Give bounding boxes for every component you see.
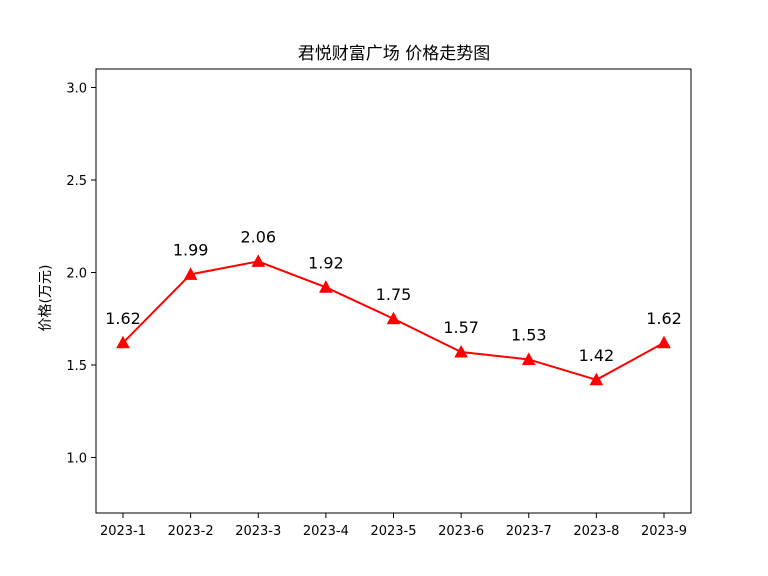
y-axis: 1.0 1.5 2.0 2.5 3.0	[66, 82, 96, 467]
x-tick-label: 2023-1	[100, 524, 146, 539]
data-point-marker	[251, 254, 266, 267]
data-label: 1.57	[443, 318, 479, 337]
y-tick-label: 1.5	[66, 359, 87, 374]
data-label: 2.06	[240, 227, 276, 246]
data-point-marker	[521, 352, 536, 365]
y-axis-label: 价格(万元)	[38, 265, 54, 332]
data-point-marker	[589, 372, 604, 386]
data-point-marker	[657, 335, 671, 349]
y-tick-label: 2.5	[66, 174, 87, 189]
y-tick-label: 1.0	[66, 452, 87, 467]
y-tick-label: 3.0	[66, 82, 87, 97]
data-label: 1.42	[579, 346, 615, 365]
data-point-marker	[319, 280, 333, 293]
x-tick-label: 2023-2	[168, 524, 214, 539]
data-label: 1.53	[511, 325, 547, 344]
data-point-marker	[183, 267, 198, 280]
data-label: 1.62	[646, 309, 682, 328]
x-tick-label: 2023-5	[370, 524, 416, 539]
data-label: 1.99	[173, 240, 209, 259]
data-point-marker	[116, 335, 130, 349]
x-tick-label: 2023-6	[438, 524, 484, 539]
data-label: 1.92	[308, 253, 344, 272]
data-labels: 1.62 1.99 2.06 1.92 1.75 1.57 1.53 1.42 1.62	[105, 227, 682, 364]
x-tick-label: 2023-9	[641, 524, 687, 539]
x-tick-label: 2023-8	[573, 524, 619, 539]
data-label: 1.75	[376, 285, 412, 304]
x-tick-label: 2023-4	[303, 524, 349, 539]
data-label: 1.62	[105, 309, 141, 328]
x-tick-label: 2023-7	[506, 524, 552, 539]
chart-title: 君悦财富广场 价格走势图	[298, 44, 490, 64]
data-point-marker	[454, 345, 468, 358]
x-tick-label: 2023-3	[235, 524, 281, 539]
series-layer	[116, 254, 671, 386]
y-tick-label: 2.0	[66, 267, 87, 282]
data-point-marker	[386, 311, 401, 325]
x-axis: 2023-1 2023-2 2023-3 2023-4 2023-5 2023-6 2023…	[100, 513, 687, 539]
